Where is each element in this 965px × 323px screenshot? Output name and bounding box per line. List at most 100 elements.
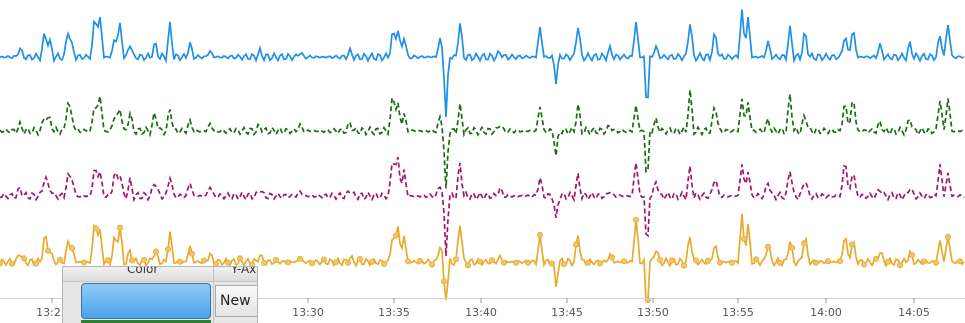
series-marker xyxy=(33,260,40,267)
series-marker xyxy=(585,259,592,266)
series-marker xyxy=(885,258,892,265)
series-marker xyxy=(500,259,507,266)
series-marker xyxy=(188,250,195,257)
series-marker xyxy=(849,241,856,248)
series-marker xyxy=(957,258,964,265)
series-marker xyxy=(621,258,628,265)
series-marker xyxy=(488,257,495,264)
series-marker xyxy=(308,260,315,267)
x-tick-label: 13:35 xyxy=(378,306,410,319)
series-marker xyxy=(356,255,363,262)
series-marker xyxy=(93,225,100,232)
series-marker xyxy=(476,258,483,265)
series-marker xyxy=(320,256,327,263)
series-marker xyxy=(813,259,820,266)
series-marker xyxy=(921,258,928,265)
series-marker xyxy=(765,243,772,250)
series-editor-popup: Color Y-Ax New xyxy=(62,266,258,323)
series-marker xyxy=(693,257,700,264)
series-marker xyxy=(909,251,916,258)
series-marker xyxy=(825,258,832,265)
series-marker xyxy=(513,259,520,266)
series-marker xyxy=(933,259,940,266)
series-marker xyxy=(753,256,760,263)
x-tick-label: 13:45 xyxy=(551,306,583,319)
series-marker xyxy=(597,260,604,267)
series-marker xyxy=(296,255,303,262)
series-marker xyxy=(525,259,532,266)
x-tick-label: 13:30 xyxy=(292,306,324,319)
series-marker xyxy=(440,278,447,285)
series-line-4 xyxy=(0,213,965,301)
series-layer xyxy=(0,9,965,303)
series-marker xyxy=(164,246,171,253)
series-marker xyxy=(669,257,676,264)
series-marker xyxy=(69,245,76,252)
x-axis-ticks: 13:25 13:30 13:35 13:40 13:45 13:50 13:55 14:00… xyxy=(36,298,930,319)
series-marker xyxy=(633,216,640,223)
series-marker xyxy=(57,256,64,263)
series-marker xyxy=(344,259,351,266)
series-marker xyxy=(368,258,375,265)
series-marker xyxy=(236,255,243,262)
series-marker xyxy=(705,257,712,264)
series-marker xyxy=(81,259,88,266)
series-marker xyxy=(128,257,135,264)
series-marker xyxy=(717,259,724,266)
series-marker xyxy=(573,241,580,248)
series-marker xyxy=(176,258,183,265)
new-axis-button[interactable]: New xyxy=(215,285,257,317)
series-marker xyxy=(416,257,423,264)
column-separator xyxy=(213,267,214,323)
y-axis-column-header: Y-Ax xyxy=(231,266,257,276)
series-marker xyxy=(464,262,471,269)
series-marker xyxy=(897,262,904,269)
x-tick-label: 13:25 xyxy=(36,306,68,319)
series-marker xyxy=(837,258,844,265)
series-marker xyxy=(200,257,207,264)
series-marker xyxy=(681,262,688,269)
x-tick-label: 13:55 xyxy=(722,306,754,319)
series-marker xyxy=(0,260,3,267)
series-marker xyxy=(45,247,52,254)
series-marker xyxy=(272,256,279,263)
series-marker xyxy=(152,248,159,255)
series-marker xyxy=(945,233,952,240)
series-marker xyxy=(777,259,784,266)
series-marker xyxy=(404,258,411,265)
series-line-1 xyxy=(0,9,965,117)
series-marker xyxy=(861,261,868,268)
series-marker xyxy=(284,259,291,266)
popup-header xyxy=(63,267,257,282)
series-marker xyxy=(224,259,231,266)
series-marker xyxy=(380,260,387,267)
series-line-3 xyxy=(0,156,965,257)
series-marker xyxy=(20,255,27,262)
series-marker xyxy=(561,261,568,268)
series-marker xyxy=(428,261,435,268)
series-marker xyxy=(729,259,736,266)
series-marker xyxy=(741,235,748,242)
series-marker xyxy=(105,257,112,264)
color-column-header: Color xyxy=(127,266,159,276)
series-marker xyxy=(260,259,267,266)
series-marker xyxy=(789,244,796,251)
series-marker xyxy=(452,256,459,263)
series-marker xyxy=(140,256,147,263)
series-marker xyxy=(657,256,664,263)
series-marker xyxy=(549,260,556,267)
series-line-2 xyxy=(0,89,965,189)
color-swatch-button[interactable] xyxy=(81,283,211,319)
series-marker xyxy=(537,231,544,238)
series-marker xyxy=(392,232,399,239)
series-marker xyxy=(8,260,15,267)
series-marker xyxy=(801,240,808,247)
x-tick-label: 13:40 xyxy=(465,306,497,319)
series-marker xyxy=(609,254,616,261)
x-tick-label: 13:50 xyxy=(637,306,669,319)
series-marker xyxy=(332,259,339,266)
x-tick-label: 14:00 xyxy=(810,306,842,319)
next-row-swatch[interactable] xyxy=(81,320,211,323)
series-marker xyxy=(117,224,124,231)
